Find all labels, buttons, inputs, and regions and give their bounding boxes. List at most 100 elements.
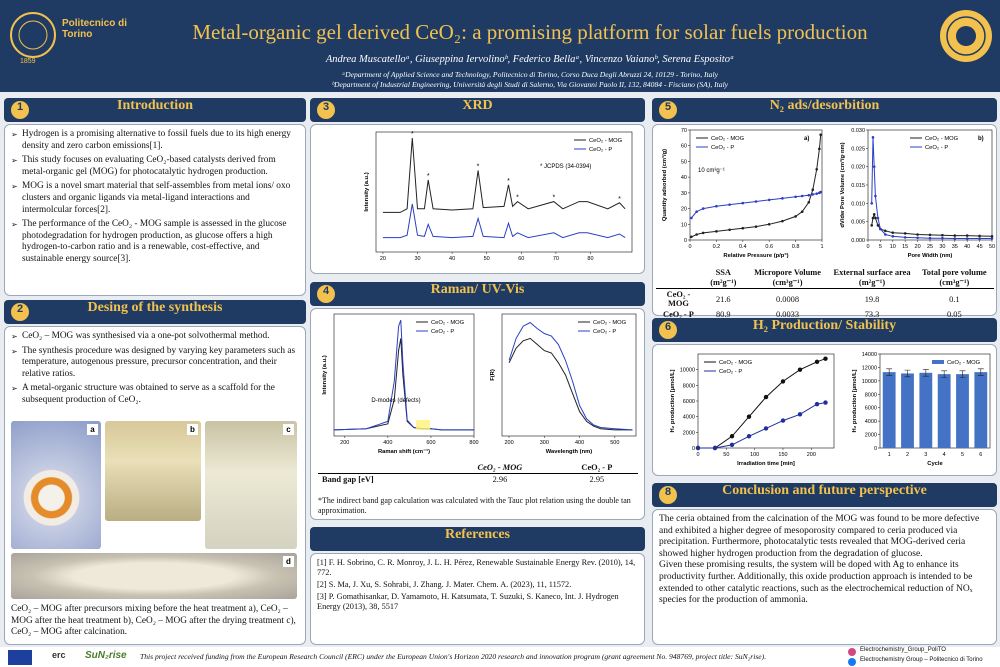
y-tick-label: 6000 [683, 399, 695, 405]
point [928, 236, 932, 240]
y-tick-label: 0.020 [851, 165, 865, 171]
bullet: The performance of the CeO₂ - MOG sample… [11, 219, 299, 265]
cell [318, 462, 444, 474]
annotation: D-modes (defects) [371, 398, 420, 404]
bullet: MOG is a novel smart material that self-… [11, 181, 299, 216]
y-tick-label: 0.030 [851, 128, 865, 134]
annotation: b) [978, 136, 984, 142]
y-tick-label: 40 [681, 175, 687, 181]
point [815, 167, 819, 171]
y-axis-label: H₂ production [µmol/L] [852, 369, 858, 432]
section-title: Introduction [117, 98, 193, 113]
section-number: 4 [317, 285, 335, 303]
error-bar [886, 368, 893, 376]
polito-logo [10, 12, 56, 58]
section-number: 2 [11, 303, 29, 321]
point [990, 237, 994, 240]
section-title: Raman/ UV-Vis [430, 282, 525, 297]
eu-flag [8, 650, 32, 665]
x-tick-label: 2 [906, 452, 909, 458]
point [781, 219, 784, 223]
series-line [508, 321, 633, 431]
stability-chart: 0 2000 4000 6000 8000 10000 12000 14000 1 2 3 4 5 6 Cy… [852, 352, 991, 467]
section-number: 1 [11, 101, 29, 119]
point [871, 216, 875, 220]
h2-chart: 0 2000 4000 6000 8000 10000 0 50 100 150 200 Irradi… [670, 353, 835, 467]
point [715, 204, 718, 208]
synthesis-panel: CeO₂ – MOG was synthesised via a one-pot… [4, 326, 306, 645]
point [819, 190, 822, 194]
section-number: 5 [659, 101, 677, 119]
paragraph: Given these promising results, the syste… [659, 560, 973, 606]
section-header: 3 XRD [310, 98, 645, 122]
error-bar [959, 370, 966, 378]
point [965, 237, 969, 240]
photo-label: c [283, 424, 294, 435]
point [876, 224, 880, 227]
point [916, 233, 919, 236]
plot-frame [867, 129, 993, 241]
point [695, 210, 698, 214]
photo: a [11, 421, 101, 549]
peak-marker: * [618, 196, 621, 203]
x-tick-label: 0 [866, 244, 869, 250]
y-tick-label: 60 [681, 144, 687, 150]
y-tick-label: 2000 [683, 430, 695, 436]
section-header: 8 Conclusion and future perspective [652, 483, 997, 507]
cell: CeO₂ - MOG [477, 463, 523, 472]
references-panel: [1] F. H. Sobrino, C. R. Monroy, J. L. H… [310, 553, 645, 645]
section-header: 6 H₂ Production/ Stability [652, 318, 997, 342]
section-number: 6 [659, 321, 677, 339]
pore-chart: 0.000 0.005 0.010 0.015 0.020 0.025 0.030 0 5 10 1… [839, 128, 995, 259]
cell: SSA (m²g⁻¹) [710, 268, 737, 287]
x-tick-label: 60 [518, 256, 524, 262]
reference: [2] S. Ma, J. Xu, S. Sohrabi, J. Zhang. … [317, 580, 572, 589]
plot-frame [375, 131, 633, 253]
y-tick-label: 6000 [865, 406, 877, 412]
cell: 80.9 [715, 310, 731, 319]
point [965, 234, 969, 237]
section-title: References [444, 527, 511, 542]
x-tick-label: 100 [750, 452, 759, 458]
founded: 1859 [20, 58, 36, 65]
y-tick-label: 8000 [683, 383, 695, 389]
legend-label: CeO₂ - P [593, 329, 616, 335]
error-bar [977, 368, 984, 376]
y-tick-label: 50 [681, 159, 687, 165]
cell: External surface area (m²g⁻¹) [833, 268, 911, 287]
cell: 0.0008 [776, 294, 800, 304]
bar [937, 374, 951, 448]
funding: This project received funding from the E… [140, 652, 767, 661]
y-tick-label: 0.015 [851, 183, 865, 189]
section-header: 4 Raman/ UV-Vis [310, 282, 645, 306]
y-tick-label: 10000 [862, 379, 877, 385]
section-number: 3 [317, 101, 335, 119]
plot-frame [501, 313, 637, 437]
x-tick-label: 50 [989, 244, 995, 250]
peak-marker: * [552, 195, 555, 202]
error-bar [904, 369, 911, 378]
cell: 19.8 [864, 294, 880, 304]
x-tick-label: 300 [540, 440, 549, 446]
y-tick-label: 70 [681, 128, 687, 134]
point [815, 192, 819, 195]
y-axis-label: H₂ production [µmol/L] [670, 369, 676, 432]
series-line [333, 319, 474, 431]
section-title: XRD [462, 98, 493, 113]
series-line [382, 203, 626, 239]
peak-marker: * [477, 163, 480, 170]
band-gap-table: CeO₂ - MOG CeO₂ - P Band gap [eV] 2.96 2.95 [318, 462, 638, 485]
plot-frame [879, 353, 991, 449]
photo-label: a [87, 424, 98, 435]
photo-label: d [283, 556, 294, 567]
title: Metal-organic gel derived CeO₂: a promis… [192, 20, 868, 44]
bar [974, 372, 988, 448]
bar [919, 372, 933, 448]
x-tick-label: 500 [610, 440, 619, 446]
x-tick-label: 15 [902, 244, 908, 250]
raman-chart: 200 400 600 800 Raman shift (cm⁻¹) Intensity … [322, 313, 479, 455]
error-bar [941, 370, 948, 378]
logo: erc [52, 650, 66, 660]
cell: 0.0033 [776, 310, 800, 319]
unisa-logo [940, 10, 992, 62]
